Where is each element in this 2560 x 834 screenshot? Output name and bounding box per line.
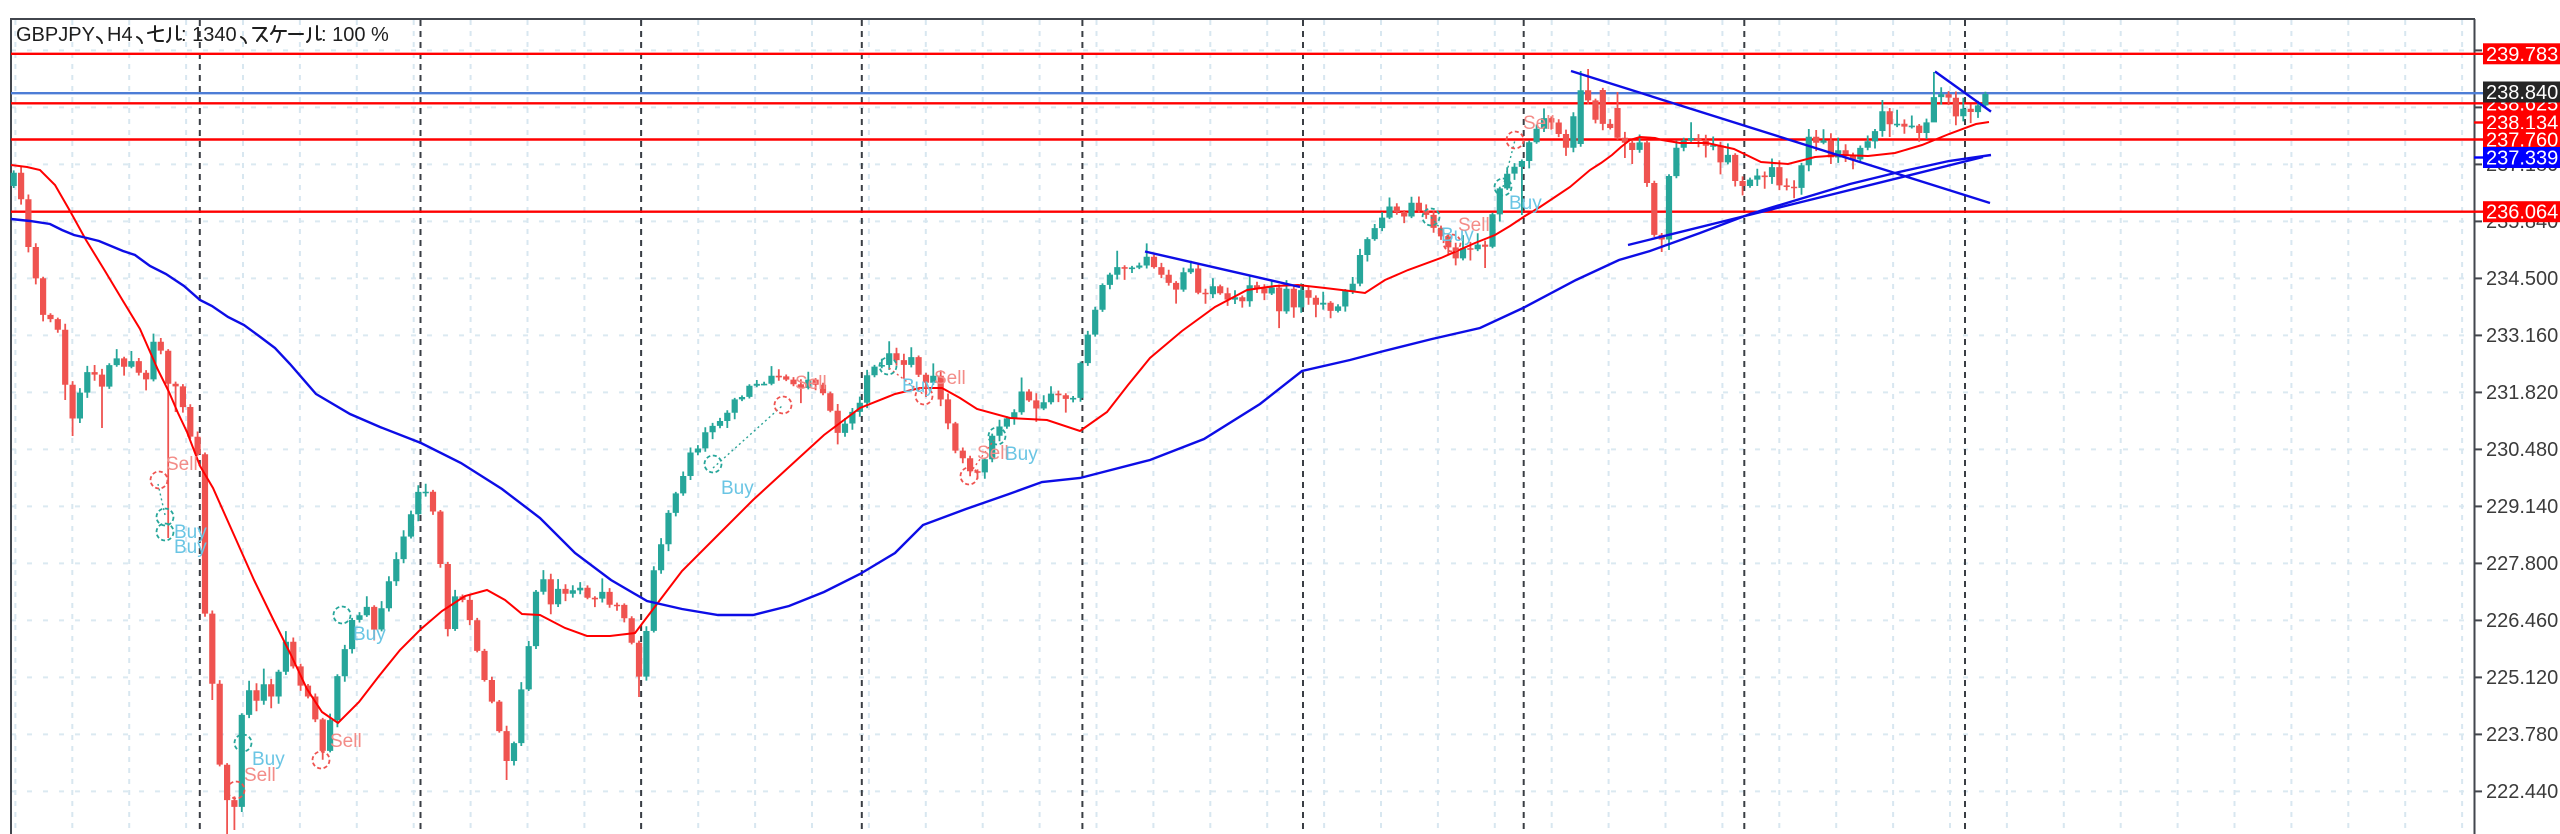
svg-text:223.780: 223.780 <box>2486 724 2558 746</box>
svg-text:239.783: 239.783 <box>2486 44 2558 66</box>
svg-text:Buy: Buy <box>252 749 285 770</box>
svg-text:: 1340: : 1340 <box>181 24 237 46</box>
svg-text:Sell: Sell <box>934 368 966 389</box>
svg-text:Sell: Sell <box>330 731 362 752</box>
svg-text:Sell: Sell <box>1458 215 1490 236</box>
svg-text:Sell: Sell <box>1523 113 1555 134</box>
svg-text:H4: H4 <box>107 24 133 46</box>
svg-text:: 100 %: : 100 % <box>321 24 389 46</box>
svg-text:225.120: 225.120 <box>2486 667 2558 689</box>
svg-text:Buy: Buy <box>353 624 386 645</box>
svg-text:Sell: Sell <box>977 443 1009 464</box>
svg-text:Buy: Buy <box>1509 193 1542 214</box>
svg-text:Buy: Buy <box>721 478 754 499</box>
svg-text:Sell: Sell <box>166 454 198 475</box>
svg-text:237.339: 237.339 <box>2486 148 2558 170</box>
svg-text:233.160: 233.160 <box>2486 325 2558 347</box>
svg-text:236.064: 236.064 <box>2486 202 2558 224</box>
svg-text:229.140: 229.140 <box>2486 496 2558 518</box>
svg-text:238.840: 238.840 <box>2486 82 2558 104</box>
svg-text:227.800: 227.800 <box>2486 553 2558 575</box>
svg-text:Buy: Buy <box>1005 444 1038 465</box>
svg-text:Sell: Sell <box>244 765 276 786</box>
svg-text:231.820: 231.820 <box>2486 382 2558 404</box>
svg-text:Buy: Buy <box>1441 225 1474 246</box>
svg-text:234.500: 234.500 <box>2486 268 2558 290</box>
svg-text:Buy: Buy <box>174 537 207 558</box>
svg-text:Buy: Buy <box>174 522 207 543</box>
svg-text:Sell: Sell <box>795 373 827 394</box>
svg-text:GBPJPY: GBPJPY <box>16 24 95 46</box>
svg-text:237.760: 237.760 <box>2486 130 2558 152</box>
svg-text:222.440: 222.440 <box>2486 781 2558 803</box>
svg-text:Buy: Buy <box>902 376 935 397</box>
svg-text:226.460: 226.460 <box>2486 610 2558 632</box>
svg-text:230.480: 230.480 <box>2486 439 2558 461</box>
